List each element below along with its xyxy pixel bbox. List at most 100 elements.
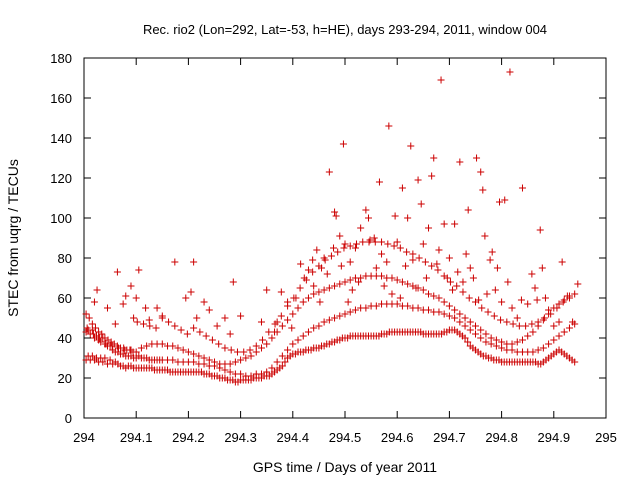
data-point-marker xyxy=(547,310,555,318)
data-point-marker xyxy=(284,316,292,324)
data-point-marker xyxy=(208,336,216,344)
data-point-marker xyxy=(487,334,495,342)
data-point-marker xyxy=(378,250,386,258)
data-point-marker xyxy=(385,122,393,130)
data-point-marker xyxy=(466,326,474,334)
data-point-marker xyxy=(263,368,271,376)
data-point-marker xyxy=(325,168,333,176)
data-point-marker xyxy=(294,304,302,312)
data-point-marker xyxy=(127,346,135,354)
x-tick-label: 294.4 xyxy=(277,430,310,445)
data-point-marker xyxy=(227,346,235,354)
data-point-marker xyxy=(215,340,223,348)
data-point-marker xyxy=(422,274,430,282)
data-point-marker xyxy=(97,338,105,346)
data-point-marker xyxy=(257,344,265,352)
data-point-marker xyxy=(435,246,443,254)
data-point-marker xyxy=(296,284,304,292)
data-point-marker xyxy=(534,318,542,326)
y-tick-label: 0 xyxy=(65,411,72,426)
data-point-marker xyxy=(378,238,386,246)
data-point-marker xyxy=(496,198,504,206)
y-tick-label: 180 xyxy=(50,51,72,66)
data-point-marker xyxy=(158,340,166,348)
data-point-marker xyxy=(509,320,517,328)
data-point-marker xyxy=(493,264,501,272)
data-point-marker xyxy=(357,224,365,232)
data-point-marker xyxy=(90,298,98,306)
data-point-marker xyxy=(428,172,436,180)
data-point-marker xyxy=(393,238,401,246)
data-point-marker xyxy=(332,212,340,220)
y-tick-label: 80 xyxy=(58,251,72,266)
data-point-marker xyxy=(119,300,127,308)
data-point-marker xyxy=(440,298,448,306)
data-point-marker xyxy=(85,314,93,322)
data-point-marker xyxy=(380,282,388,290)
data-point-marker xyxy=(364,214,372,222)
data-point-marker xyxy=(571,290,579,298)
x-tick-label: 295 xyxy=(595,430,617,445)
data-point-marker xyxy=(534,346,542,354)
data-point-marker xyxy=(454,268,462,276)
data-point-marker xyxy=(437,76,445,84)
data-point-marker xyxy=(341,240,349,248)
data-point-marker xyxy=(122,292,130,300)
data-point-marker xyxy=(375,178,383,186)
data-point-marker xyxy=(83,324,91,332)
data-point-marker xyxy=(484,308,492,316)
data-point-marker xyxy=(492,336,500,344)
data-point-marker xyxy=(233,348,241,356)
data-point-marker xyxy=(205,356,213,364)
data-point-marker xyxy=(247,372,255,380)
data-point-marker xyxy=(284,346,292,354)
data-point-marker xyxy=(145,316,153,324)
data-point-marker xyxy=(169,342,177,350)
data-point-marker xyxy=(555,332,563,340)
data-point-marker xyxy=(440,310,448,318)
data-point-marker xyxy=(415,254,423,262)
data-point-marker xyxy=(396,294,404,302)
data-point-marker xyxy=(477,168,485,176)
data-point-marker xyxy=(226,368,234,376)
data-point-marker xyxy=(200,354,208,362)
data-point-marker xyxy=(323,270,331,278)
data-point-marker xyxy=(449,286,457,294)
data-point-marker xyxy=(336,280,344,288)
data-point-marker xyxy=(430,154,438,162)
data-point-marker xyxy=(96,334,104,342)
data-point-marker xyxy=(93,286,101,294)
data-point-marker xyxy=(135,266,143,274)
data-point-marker xyxy=(179,346,187,354)
data-point-marker xyxy=(106,356,114,364)
data-point-marker xyxy=(372,264,380,272)
data-point-marker xyxy=(246,346,254,354)
data-point-marker xyxy=(259,336,267,344)
data-point-marker xyxy=(152,324,160,332)
y-tick-label: 140 xyxy=(50,131,72,146)
data-point-marker xyxy=(331,314,339,322)
data-point-marker xyxy=(352,240,360,248)
data-point-marker xyxy=(268,364,276,372)
data-point-marker xyxy=(483,290,491,298)
data-point-marker xyxy=(425,224,433,232)
data-point-marker xyxy=(498,344,506,352)
data-point-marker xyxy=(473,154,481,162)
data-point-marker xyxy=(501,196,509,204)
data-point-marker xyxy=(517,296,525,304)
data-point-marker xyxy=(102,340,110,348)
data-point-marker xyxy=(339,140,347,148)
data-point-marker xyxy=(346,258,354,266)
data-point-marker xyxy=(121,346,129,354)
data-point-marker xyxy=(292,294,300,302)
data-point-marker xyxy=(492,342,500,350)
data-point-marker xyxy=(504,278,512,286)
data-point-marker xyxy=(414,304,422,312)
data-point-marker xyxy=(341,310,349,318)
data-point-marker xyxy=(486,256,494,264)
data-point-marker xyxy=(316,298,324,306)
data-point-marker xyxy=(221,344,229,352)
data-point-marker xyxy=(221,314,229,322)
data-point-marker xyxy=(404,280,412,288)
data-point-marker xyxy=(482,338,490,346)
